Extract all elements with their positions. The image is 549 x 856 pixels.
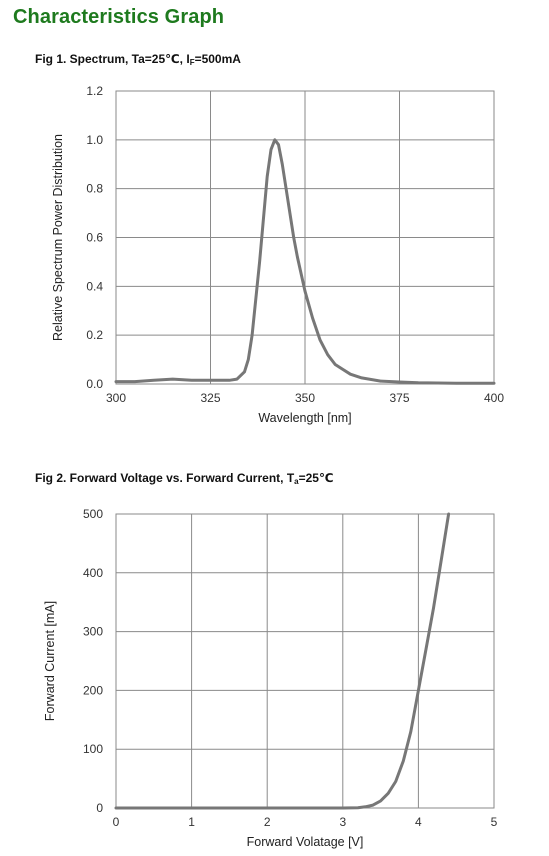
x-tick-label: 3 [339, 815, 346, 829]
plot-area [115, 513, 495, 809]
fig1-title: Fig 1. Spectrum, Ta=25℃, IF=500mA [35, 52, 241, 67]
x-axis-label: Forward Volatage [V] [247, 835, 364, 849]
x-axis-label: Wavelength [nm] [258, 411, 351, 425]
series-line [114, 138, 496, 385]
x-tick-label: 375 [389, 391, 409, 405]
y-tick-label: 0.2 [86, 328, 103, 342]
y-axis-label: Relative Spectrum Power Distribution [51, 134, 65, 341]
x-tick-label: 5 [491, 815, 498, 829]
fig1-title-suffix: =500mA [194, 52, 241, 66]
y-axis-label: Forward Current [mA] [43, 601, 57, 721]
y-tick-label: 0.6 [86, 231, 103, 245]
y-tick-label: 0.4 [86, 279, 103, 293]
x-tick-label: 325 [200, 391, 220, 405]
x-tick-label: 0 [113, 815, 120, 829]
y-tick-label: 0.8 [86, 182, 103, 196]
x-tick-label: 2 [264, 815, 271, 829]
x-tick-label: 300 [106, 391, 126, 405]
fig1-title-subscript: F [189, 58, 195, 67]
fig2-title-text: Fig 2. Forward Voltage vs. Forward Curre… [35, 471, 295, 485]
y-tick-label: 300 [83, 625, 103, 639]
series-line [114, 512, 451, 810]
y-tick-label: 1.0 [86, 133, 103, 147]
y-tick-label: 1.2 [86, 84, 103, 98]
fig2-title-subscript: a [294, 477, 299, 486]
fig2-title-suffix: =25℃ [298, 471, 334, 485]
page-title: Characteristics Graph [13, 6, 225, 28]
x-tick-label: 4 [415, 815, 422, 829]
y-tick-label: 0.0 [86, 377, 103, 391]
y-tick-label: 400 [83, 566, 103, 580]
fig2-title: Fig 2. Forward Voltage vs. Forward Curre… [35, 471, 334, 486]
y-tick-label: 500 [83, 507, 103, 521]
x-tick-label: 400 [484, 391, 504, 405]
x-tick-label: 350 [295, 391, 315, 405]
iv-curve-chart: 0 1 2 3 4 5 0 100 200 300 400 500 Forward Volatage [… [43, 507, 498, 849]
y-tick-label: 200 [83, 683, 103, 697]
y-tick-label: 100 [83, 742, 103, 756]
x-tick-label: 1 [188, 815, 195, 829]
spectrum-chart: 300 325 350 375 400 0.0 0.2 0.4 0.6 0.8 1.0 1.2 Wave… [51, 84, 504, 425]
fig1-title-text: Fig 1. Spectrum, Ta=25℃, I [35, 52, 190, 66]
y-tick-label: 0 [96, 801, 103, 815]
